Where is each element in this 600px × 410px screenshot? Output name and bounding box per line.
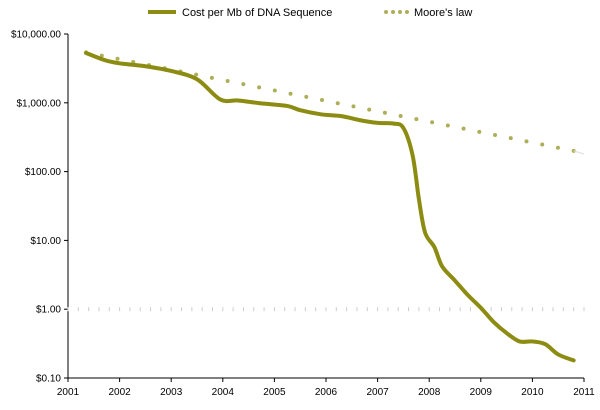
moore-point [540,142,545,147]
x-tick-label: 2009 [470,387,493,398]
moore-point [367,107,372,112]
y-tick-label: $100.00 [25,167,62,178]
moore-point [524,139,529,144]
moore-point [194,72,199,77]
legend-label-moore: Moore's law [414,7,472,19]
legend-label-cost: Cost per Mb of DNA Sequence [182,7,332,19]
moore-point [382,110,387,115]
legend-swatch-moore [384,10,409,14]
x-tick-label: 2003 [160,387,183,398]
moore-point [430,120,435,125]
moore-point [115,56,120,61]
moore-point [288,91,293,96]
x-axis-ticks: 2001 2002 2003 2004 2005 2006 2007 2008 2009 2010… [57,378,595,398]
series-moores-law [84,50,585,155]
moore-point [398,113,403,118]
moore-point [445,123,450,128]
x-tick-label: 2007 [366,387,389,398]
moore-point [272,88,277,93]
moore-point [555,145,560,150]
moore-point [304,94,309,99]
moore-point [335,101,340,106]
y-axis-ticks: $10,000.00 $1,000.00 $100.00 $10.00 $1.00 $0.… [11,30,585,385]
y-tick-label: $10.00 [30,236,61,247]
y-tick-label: $1,000.00 [17,98,62,109]
moore-point [99,53,104,58]
x-tick-label: 2011 [573,387,595,398]
moore-point [209,75,214,80]
x-tick-label: 2010 [521,387,544,398]
moore-point [351,104,356,109]
legend: Cost per Mb of DNA Sequence Moore's law [148,7,472,19]
moore-point [508,136,513,141]
y-tick-label: $0.10 [36,374,61,385]
x-tick-label: 2001 [57,387,80,398]
series-cost-per-mb [84,50,576,363]
y-tick-label: $10,000.00 [11,30,61,41]
moore-point [320,98,325,103]
x-tick-label: 2002 [108,387,131,398]
moore-trail [573,150,585,155]
x-tick-label: 2008 [418,387,441,398]
axes [67,34,584,379]
moore-point [414,117,419,122]
series-layer [84,50,585,363]
x-tick-label: 2006 [315,387,338,398]
moore-point [493,133,498,138]
moore-point [477,129,482,134]
moore-point [225,79,230,84]
moore-point [241,82,246,87]
moore-point [461,126,466,131]
x-tick-label: 2004 [212,387,235,398]
x-tick-label: 2005 [263,387,286,398]
moore-point [257,85,262,90]
y-tick-label: $1.00 [36,305,61,316]
